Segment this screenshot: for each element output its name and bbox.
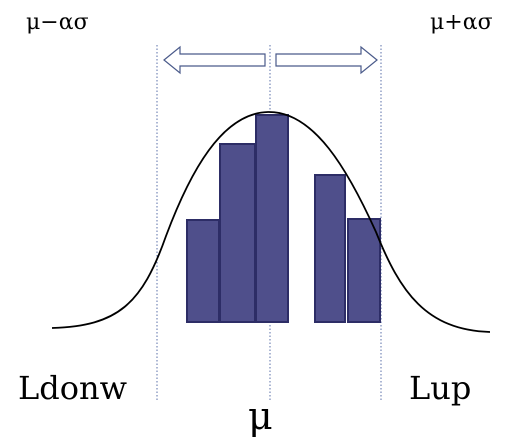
left-arrow: [163, 45, 266, 75]
histogram-bar: [186, 219, 220, 323]
mean-label: μ: [248, 394, 273, 438]
right-arrow: [275, 45, 378, 75]
mu-plus-alpha-sigma-label: μ+ασ: [430, 10, 493, 35]
normal-curve: [51, 111, 491, 333]
mu-minus-alpha-sigma-label: μ−ασ: [26, 10, 89, 35]
lower-limit-label: Ldonw: [18, 369, 127, 407]
histogram-bar: [347, 218, 381, 323]
histogram-bar: [314, 174, 346, 323]
upper-limit-label: Lup: [409, 369, 472, 407]
histogram-bar: [255, 114, 289, 323]
histogram-bar: [219, 143, 256, 323]
